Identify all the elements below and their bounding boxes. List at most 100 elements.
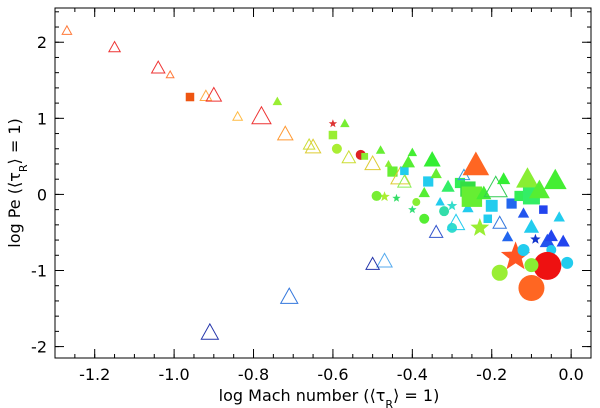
x-tick-label: -0.8	[238, 365, 269, 384]
data-point-29-star-filled	[379, 191, 390, 202]
data-point-37-triangle-filled	[423, 151, 441, 167]
data-point-27-triangle-filled	[401, 155, 416, 168]
data-point-11-triangle-open	[302, 137, 316, 150]
data-point-67-triangle-filled	[528, 179, 550, 199]
data-point-50-triangle-filled	[462, 151, 490, 176]
data-point-28-triangle-filled	[407, 147, 418, 157]
data-point-44-triangle-open	[446, 213, 466, 231]
data-point-82-triangle-open	[365, 256, 381, 270]
data-point-55-triangle-open	[483, 175, 508, 198]
y-axis-title: log Pe (⟨τR⟩ = 1)	[5, 118, 30, 248]
data-point-35-circle-filled	[419, 213, 430, 224]
data-point-4-square	[185, 92, 195, 102]
data-point-32-star-filled	[408, 205, 417, 214]
data-point-38-triangle-filled	[430, 167, 442, 179]
data-point-45-square	[454, 177, 466, 189]
data-point-53-square	[483, 214, 493, 224]
data-point-58-triangle-filled	[501, 231, 514, 242]
data-point-64-triangle-filled	[523, 219, 540, 233]
data-point-16-triangle-filled	[340, 118, 350, 128]
data-point-14-square	[328, 130, 338, 140]
data-point-25-square	[400, 166, 409, 176]
data-point-7-triangle-open	[232, 110, 244, 121]
data-point-81-triangle-open	[376, 252, 393, 268]
y-axis-title-subscript: R	[17, 164, 30, 172]
data-point-17-triangle-open	[341, 149, 357, 164]
data-point-30-circle-filled	[371, 190, 382, 201]
data-point-31-star-filled	[392, 193, 401, 202]
y-axis-title-part-2: ⟩ = 1)	[5, 118, 24, 164]
y-tick-label: -1	[31, 262, 47, 281]
data-point-57-triangle-filled	[497, 172, 511, 185]
data-point-1-triangle-open	[108, 40, 122, 53]
data-point-75-circle-filled	[561, 256, 574, 269]
data-point-9-triangle-filled	[272, 96, 283, 106]
data-point-20-triangle-open	[364, 154, 382, 171]
data-point-80-circle-filled	[517, 243, 530, 256]
data-point-24-triangle-open	[390, 165, 411, 185]
data-point-71-triangle-filled	[544, 229, 558, 242]
y-tick-label: 1	[37, 109, 47, 128]
data-point-42-star-filled	[446, 200, 458, 211]
data-point-39-triangle-filled	[435, 197, 445, 206]
data-point-77-circle-filled	[518, 275, 545, 301]
data-point-34-triangle-filled	[418, 186, 430, 198]
data-point-68-square	[539, 205, 548, 214]
data-point-2-triangle-open	[150, 60, 166, 74]
data-point-59-square	[506, 198, 517, 209]
data-point-5-triangle-open	[199, 89, 213, 101]
data-point-51-star-filled	[470, 218, 490, 236]
x-tick-label: -1.0	[159, 365, 190, 384]
y-tick-label: 2	[37, 33, 47, 52]
data-point-6-triangle-open	[205, 86, 223, 102]
data-point-66-star-filled	[530, 233, 541, 244]
x-tick-label: -0.2	[476, 365, 507, 384]
data-point-33-circle-filled	[412, 198, 421, 207]
data-point-10-triangle-open	[276, 125, 294, 141]
x-axis-title-subscript: R	[385, 398, 393, 408]
data-point-41-triangle-filled	[441, 179, 455, 192]
data-point-3-triangle-open	[165, 69, 175, 79]
x-tick-label: -1.2	[79, 365, 110, 384]
data-point-15-circle-filled	[331, 143, 342, 154]
data-point-8-triangle-open	[251, 105, 272, 125]
data-point-26-triangle-open	[396, 174, 412, 188]
y-axis-title-part-1: log Pe (⟨τ	[5, 172, 24, 248]
data-point-0-triangle-open	[61, 24, 73, 35]
data-point-19-square	[361, 152, 369, 160]
y-tick-label: 0	[37, 185, 47, 204]
data-point-78-circle-filled	[524, 258, 539, 273]
x-tick-label: -0.4	[397, 365, 428, 384]
data-point-56-triangle-open	[492, 215, 508, 229]
data-point-84-triangle-open	[200, 322, 220, 340]
data-point-21-triangle-filled	[375, 145, 386, 154]
data-point-23-square	[387, 166, 398, 177]
data-point-13-star-filled	[328, 119, 338, 128]
data-point-85-triangle-open	[428, 224, 444, 238]
data-point-74-triangle-filled	[556, 234, 570, 247]
data-point-79-circle-filled	[491, 264, 508, 281]
plot-frame	[54, 7, 592, 359]
y-tick-label: -2	[31, 338, 47, 357]
data-markers	[61, 24, 574, 340]
data-point-62-triangle-filled	[517, 207, 530, 218]
data-point-22-triangle-filled	[384, 159, 393, 167]
data-point-40-circle-filled	[439, 206, 450, 217]
data-point-72-triangle-filled	[543, 168, 567, 190]
data-point-73-triangle-filled	[553, 211, 565, 222]
x-axis-title-part-1: log Mach number (⟨τ	[219, 386, 386, 405]
data-point-61-square	[514, 190, 525, 202]
x-tick-label: 0.0	[558, 365, 583, 384]
axis-ticks: -1.2 -1.0 -0.8 -0.6 -0.4 -0.2 0.0 -2 -1 0 1 2	[31, 8, 592, 384]
x-axis-title: log Mach number (⟨τR⟩ = 1)	[219, 386, 440, 408]
data-point-60-star-filled	[500, 241, 531, 270]
x-axis-title-part-2: ⟩ = 1)	[393, 386, 439, 405]
data-point-63-triangle-filled	[516, 167, 539, 188]
data-point-49-square	[461, 186, 483, 207]
data-point-83-triangle-open	[279, 287, 299, 304]
data-point-12-triangle-open	[304, 138, 322, 154]
data-point-76-circle-filled	[533, 251, 562, 280]
x-tick-label: -0.6	[317, 365, 348, 384]
data-point-48-triangle-filled	[462, 202, 474, 213]
